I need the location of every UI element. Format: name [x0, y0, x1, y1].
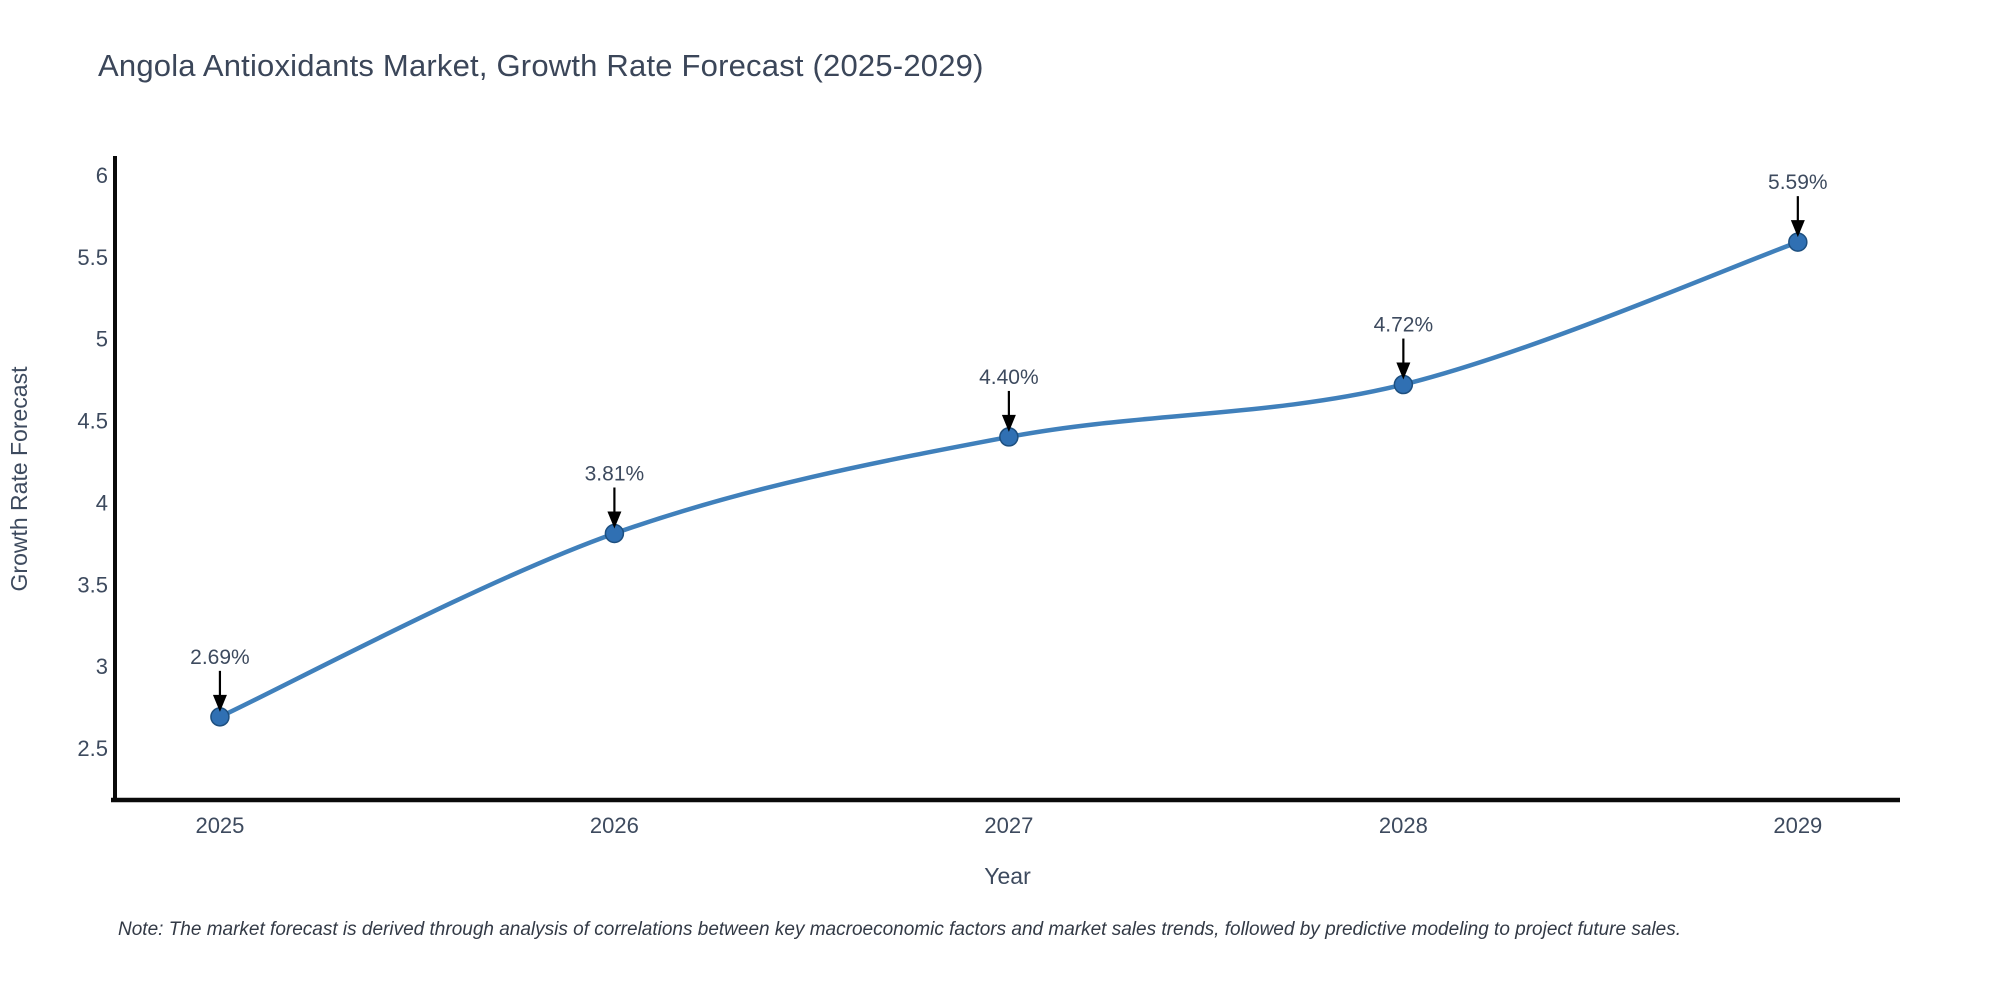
x-tick-label: 2025: [195, 813, 244, 838]
annotation-label: 5.59%: [1768, 171, 1828, 194]
footnote: Note: The market forecast is derived thr…: [118, 919, 1681, 940]
y-tick-label: 4.5: [77, 409, 108, 434]
y-tick-label: 3: [96, 654, 108, 679]
y-tick-label: 5: [96, 327, 108, 352]
x-tick-label: 2029: [1773, 813, 1822, 838]
y-tick-label: 2.5: [77, 736, 108, 761]
annotation-label: 4.40%: [979, 366, 1039, 389]
x-tick-label: 2026: [590, 813, 639, 838]
chart-title: Angola Antioxidants Market, Growth Rate …: [98, 48, 984, 83]
annotation-arrowhead: [1790, 220, 1805, 238]
y-tick-label: 5.5: [77, 245, 108, 270]
annotation-label: 2.69%: [190, 646, 250, 669]
annotation-arrowhead: [1396, 362, 1411, 380]
annotation-label: 4.72%: [1374, 314, 1434, 337]
y-axis-title: Growth Rate Forecast: [6, 366, 32, 592]
annotation-arrowhead: [1001, 414, 1016, 432]
x-tick-label: 2027: [984, 813, 1033, 838]
annotation-arrowhead: [607, 511, 622, 529]
y-tick-label: 3.5: [77, 572, 108, 597]
x-tick-label: 2028: [1379, 813, 1428, 838]
annotation-label: 3.81%: [585, 463, 645, 486]
annotation-arrowhead: [212, 694, 227, 712]
trend-line: [217, 239, 1801, 720]
x-axis-title: Year: [984, 863, 1031, 889]
y-tick-label: 6: [96, 163, 108, 188]
y-tick-label: 4: [96, 490, 108, 515]
